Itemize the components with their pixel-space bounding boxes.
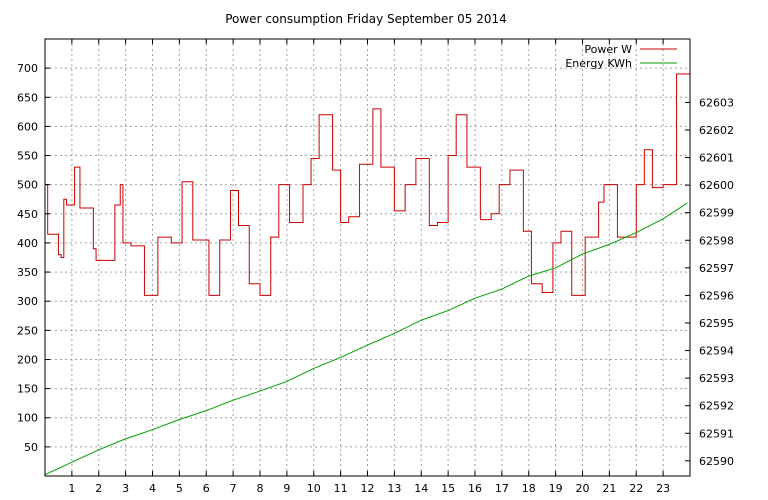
x-tick-label: 15 [441, 482, 455, 495]
x-tick-label: 3 [122, 482, 129, 495]
y2-tick-label: 62599 [699, 207, 734, 220]
x-tick-label: 7 [230, 482, 237, 495]
y-tick-label: 650 [17, 91, 38, 104]
y-tick-label: 300 [17, 295, 38, 308]
legend: Power W Energy KWh [565, 43, 677, 70]
axes: 1 2 3 4 5 6 7 8 9 10 11 12 13 14 15 16 17 18 19 20 21 22 23501… [17, 39, 734, 495]
x-tick-label: 5 [176, 482, 183, 495]
x-tick-label: 13 [387, 482, 401, 495]
y2-tick-label: 62596 [699, 289, 734, 302]
x-tick-label: 9 [283, 482, 290, 495]
y2-tick-label: 62594 [699, 345, 734, 358]
y-tick-label: 250 [17, 324, 38, 337]
y2-tick-label: 62595 [699, 317, 734, 330]
x-tick-label: 6 [203, 482, 210, 495]
x-tick-label: 11 [334, 482, 348, 495]
x-tick-label: 12 [361, 482, 375, 495]
legend-label-energy: Energy KWh [565, 57, 632, 70]
x-tick-label: 20 [576, 482, 590, 495]
y2-tick-label: 62590 [699, 455, 734, 468]
y2-tick-label: 62598 [699, 234, 734, 247]
y-tick-label: 100 [17, 412, 38, 425]
y2-tick-label: 62601 [699, 152, 734, 165]
y2-tick-label: 62600 [699, 179, 734, 192]
x-tick-label: 18 [522, 482, 536, 495]
y-tick-label: 600 [17, 120, 38, 133]
y2-tick-label: 62602 [699, 124, 734, 137]
x-tick-label: 14 [414, 482, 428, 495]
x-tick-label: 19 [549, 482, 563, 495]
x-tick-label: 1 [68, 482, 75, 495]
y-tick-label: 150 [17, 383, 38, 396]
y-tick-label: 350 [17, 266, 38, 279]
y-tick-label: 200 [17, 353, 38, 366]
x-tick-label: 8 [257, 482, 264, 495]
y2-tick-label: 62603 [699, 96, 734, 109]
y-tick-label: 700 [17, 62, 38, 75]
y-tick-label: 400 [17, 237, 38, 250]
legend-label-power: Power W [584, 43, 632, 56]
chart-title: Power consumption Friday September 05 20… [225, 12, 507, 26]
y-tick-label: 500 [17, 179, 38, 192]
power-series-line [45, 73, 690, 296]
series-layer [45, 73, 690, 476]
x-tick-label: 17 [495, 482, 509, 495]
x-tick-label: 16 [468, 482, 482, 495]
y2-tick-label: 62597 [699, 262, 734, 275]
grid [45, 39, 690, 476]
y2-tick-label: 62591 [699, 427, 734, 440]
x-tick-label: 10 [307, 482, 321, 495]
y-tick-label: 450 [17, 208, 38, 221]
energy-series-line [45, 202, 688, 476]
x-tick-label: 4 [149, 482, 156, 495]
y-tick-label: 550 [17, 150, 38, 163]
x-tick-label: 2 [95, 482, 102, 495]
y-tick-label: 50 [24, 441, 38, 454]
y2-tick-label: 62593 [699, 372, 734, 385]
y2-tick-label: 62592 [699, 400, 734, 413]
x-tick-label: 21 [602, 482, 616, 495]
x-tick-label: 23 [656, 482, 670, 495]
x-tick-label: 22 [629, 482, 643, 495]
